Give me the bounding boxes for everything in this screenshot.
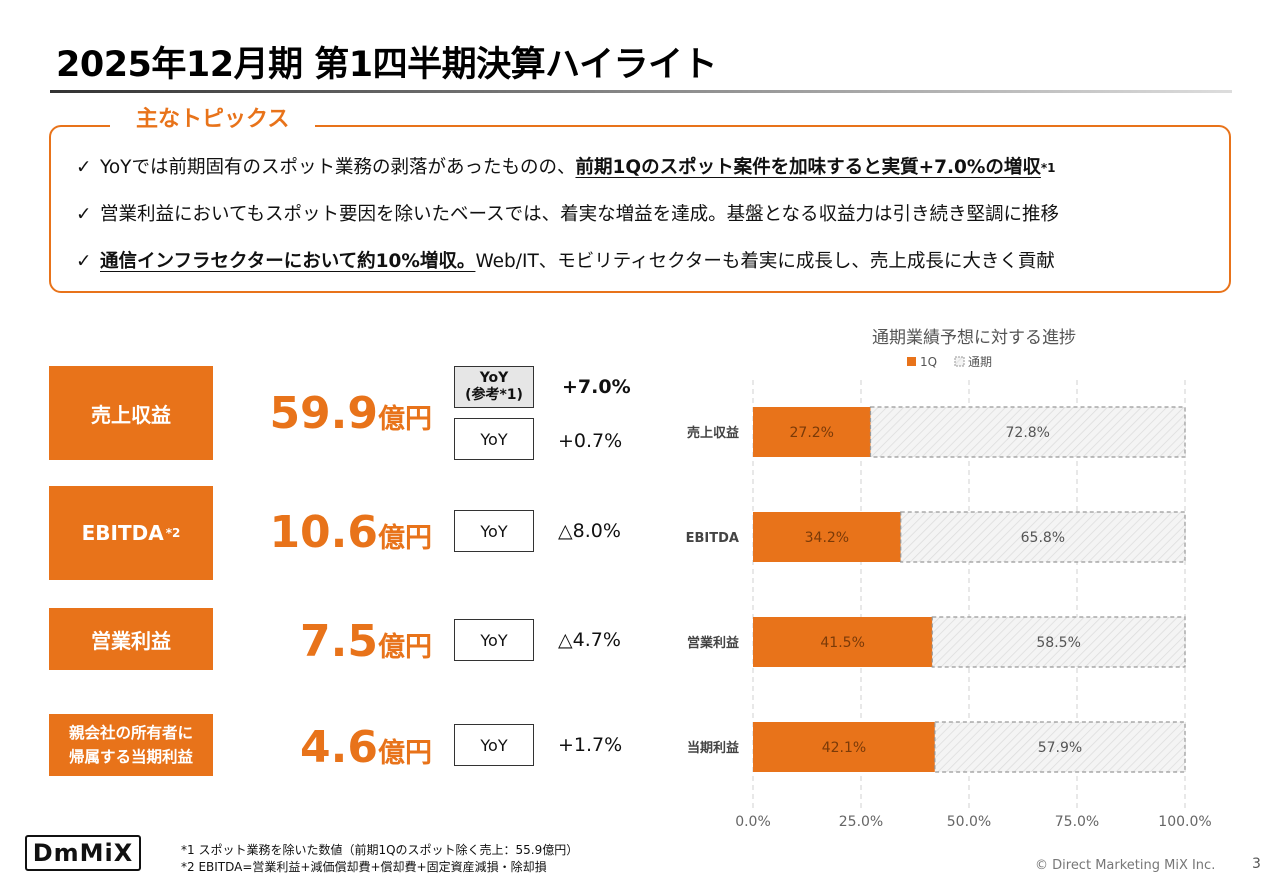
title-divider [50,90,1232,93]
bar-label-1q: 27.2% [790,425,834,441]
metric-value-revenue: 59.9億円 [269,389,432,448]
topics-heading: 主なトピックス [110,104,316,136]
yoy-label: YoY [480,429,508,449]
metric-label-operating-profit: 営業利益 [49,608,213,670]
yoy-value: △4.7% [558,629,621,651]
metric-label-text: 親会社の所有者に [68,724,193,742]
category-label: 売上収益 [687,425,739,441]
bar-1q [753,407,871,457]
metric-number: 59.9 [269,388,378,439]
topic-text: YoYでは前期固有のスポット業務の剥落があったものの、 [100,157,576,178]
metric-unit: 億円 [378,404,432,435]
metric-value-operating-profit: 7.5億円 [300,617,432,676]
bar-1q [753,617,933,667]
bar-1q [753,722,935,772]
topic-item: ✓ YoYでは前期固有のスポット業務の剥落があったものの、前期1Qのスポット案件を… [76,155,1056,181]
check-icon: ✓ [76,204,92,225]
footnote: *2 EBITDA=営業利益+減価償却費+償却費+固定資産減損・除却損 [181,860,547,874]
x-tick-label: 25.0% [839,814,883,830]
bar-label-remaining: 72.8% [1006,425,1050,441]
yoy-box: YoY [454,510,534,552]
x-tick-label: 50.0% [947,814,991,830]
category-label: 当期利益 [687,740,739,756]
metric-label-revenue: 売上収益 [49,366,213,460]
progress-chart: 通期業績予想に対する進捗 1Q 通期 0.0% 25.0% 50.0% 75.0% 100.0… [686,328,1212,830]
yoy-reference-value: +7.0% [562,376,631,398]
legend-swatch-1q [907,357,916,366]
topic-item: ✓ 営業利益においてもスポット要因を除いたベースでは、着実な増益を達成。基盤となる… [76,202,1059,228]
topic-emphasis: 前期1Qのスポット案件を加味すると実質+7.0%の増収 [575,157,1041,178]
yoy-label: YoY [480,630,508,650]
metric-number: 7.5 [300,616,378,667]
topic-emphasis: 通信インフラセクターにおいて約10%増収。 [100,251,476,272]
metric-label-ebitda: EBITDA *2 [49,486,213,580]
yoy-box: YoY [454,724,534,766]
yoy-box: YoY [454,619,534,661]
yoy-box: YoY [454,418,534,460]
metric-number: 4.6 [300,722,378,773]
page-number: 3 [1252,856,1261,872]
category-label: EBITDA [686,531,739,546]
metric-label-text: EBITDA [81,521,164,545]
metric-label-text: 売上収益 [91,402,171,427]
yoy-label: YoY [480,521,508,541]
check-icon: ✓ [76,251,92,272]
category-label: 営業利益 [687,635,739,651]
metric-value-ebitda: 10.6億円 [269,508,432,567]
bar-remaining [931,616,1186,668]
yoy-ref-label: YoY [479,370,509,386]
metric-unit: 億円 [378,738,432,769]
company-logo: DmMiX [25,835,141,871]
x-tick-label: 75.0% [1055,814,1099,830]
bar-label-remaining: 57.9% [1038,740,1082,756]
yoy-ref-sublabel: (参考*1) [465,387,523,403]
yoy-value: △8.0% [558,520,621,542]
x-tick-label: 0.0% [735,814,771,830]
metric-label-net-profit: 親会社の所有者に 帰属する当期利益 [49,714,213,776]
bar-label-1q: 42.1% [822,740,866,756]
topic-text: Web/IT、モビリティセクターも着実に成長し、売上成長に大きく貢献 [475,251,1055,272]
topics-box [49,125,1231,293]
topic-item: ✓ 通信インフラセクターにおいて約10%増収。Web/IT、モビリティセクターも着… [76,249,1055,275]
legend-label-full-year: 通期 [968,355,992,369]
copyright: © Direct Marketing MiX Inc. [1035,858,1216,873]
yoy-value: +0.7% [558,430,623,452]
bar-label-1q: 41.5% [820,635,864,651]
yoy-reference-box: YoY (参考*1) [454,366,534,408]
bar-1q [753,512,901,562]
topic-text: 営業利益においてもスポット要因を除いたベースでは、着実な増益を達成。基盤となる収… [100,204,1060,225]
legend-swatch-full-year [954,356,965,367]
page-title: 2025年12月期 第1四半期決算ハイライト [56,45,717,85]
bar-label-1q: 34.2% [805,530,849,546]
x-tick-label: 100.0% [1158,814,1211,830]
metric-value-net-profit: 4.6億円 [300,723,432,782]
check-icon: ✓ [76,157,92,178]
metric-label-text-line2: 帰属する当期利益 [68,748,193,766]
metric-label-text: 営業利益 [91,628,171,653]
metric-number: 10.6 [269,507,378,558]
bar-label-remaining: 58.5% [1036,635,1080,651]
metric-unit: 億円 [378,632,432,663]
yoy-label: YoY [480,735,508,755]
yoy-value: +1.7% [558,734,623,756]
metric-label-footnote-mark: *2 [165,526,181,540]
bar-remaining [869,406,1186,458]
bar-label-remaining: 65.8% [1021,530,1065,546]
chart-title: 通期業績予想に対する進捗 [872,328,1076,348]
footnote: *1 スポット業務を除いた数値（前期1Qのスポット除く売上：55.9億円） [181,843,579,857]
legend-label-1q: 1Q [920,355,937,369]
metric-unit: 億円 [378,523,432,554]
topic-footnote-mark: *1 [1040,161,1056,175]
bar-remaining [934,721,1186,773]
bar-remaining [900,511,1186,563]
